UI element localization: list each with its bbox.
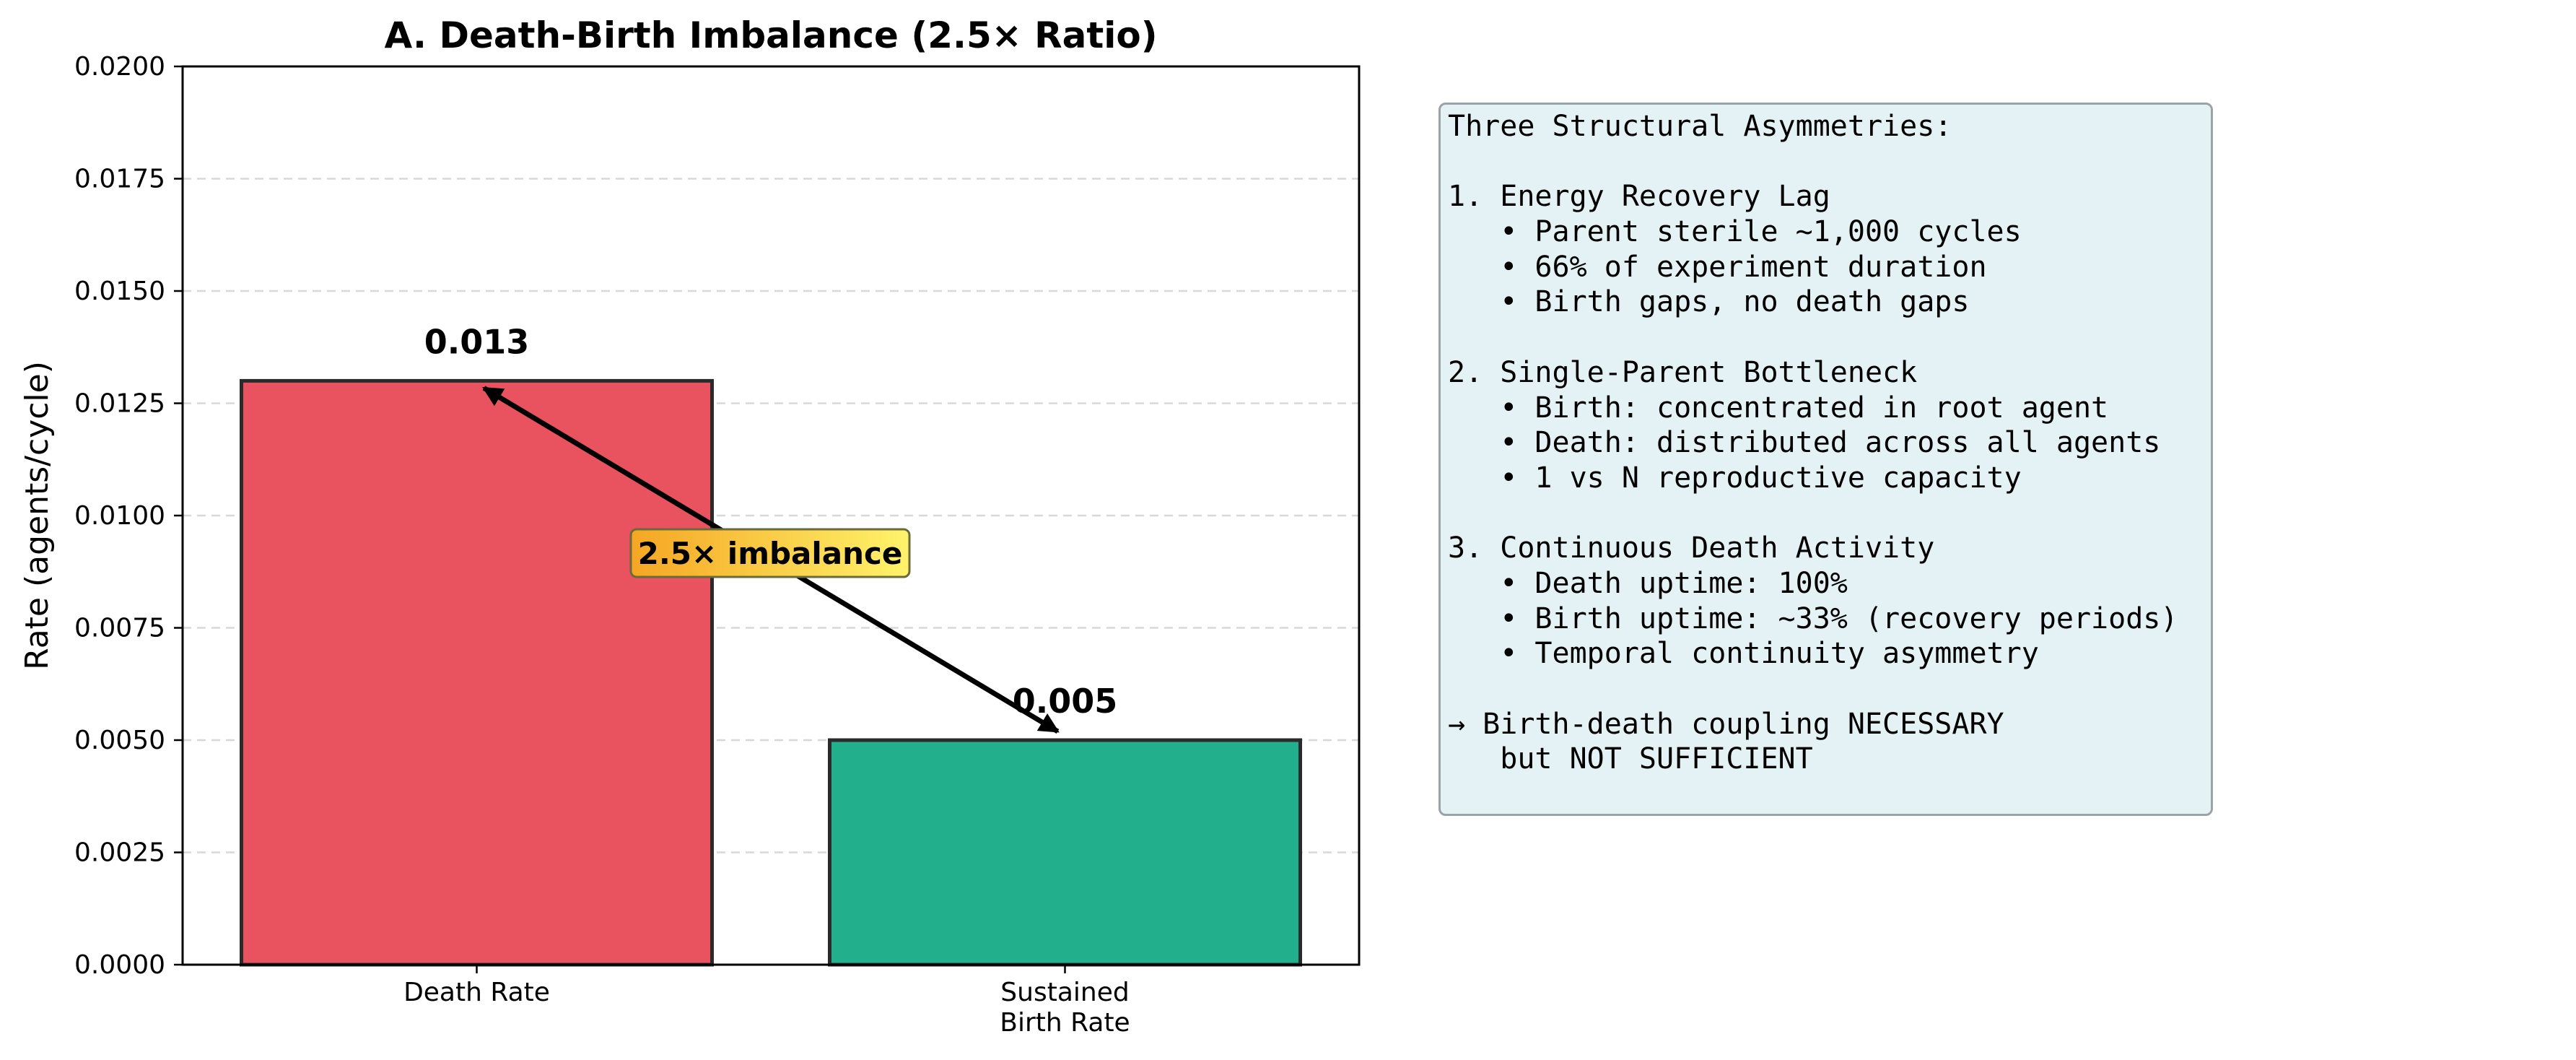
panel-spacer (1448, 320, 2204, 355)
y-tick-label: 0.0150 (74, 277, 165, 306)
axes (174, 65, 1361, 973)
panel-line: • Death uptime: 100% (1448, 566, 1848, 600)
y-axis-title: Rate (agents/cycle) (19, 361, 56, 670)
panel-line: 3. Continuous Death Activity (1448, 531, 1935, 565)
labels: 0.0000 0.0025 0.0050 0.0075 0.0100 0.0125 0.01… (74, 52, 1130, 1038)
x-tick-label: Sustained (1000, 978, 1129, 1007)
panel-line: • Birth uptime: ~33% (recovery periods) (1448, 601, 2178, 635)
bar (240, 378, 714, 967)
y-tick-label: 0.0025 (74, 838, 165, 868)
annotation-box (629, 528, 911, 578)
panel-line: • Temporal continuity asymmetry (1448, 637, 2039, 671)
y-tick-label: 0.0175 (74, 165, 165, 194)
panel-line: • Death: distributed across all agents (1448, 426, 2161, 460)
panel-spacer (1448, 496, 2204, 531)
panel-line: • 66% of experiment duration (1448, 250, 1987, 284)
panel-spacer (1448, 144, 2204, 180)
asymmetries-panel: Three Structural Asymmetries: 1. Energy R… (1438, 103, 2213, 816)
y-tick-label: 0.0100 (74, 501, 165, 531)
chart-title: A. Death-Birth Imbalance (2.5× Ratio) (384, 14, 1157, 56)
panel-spacer (1448, 672, 2204, 707)
panel-line: 1. Energy Recovery Lag (1448, 180, 1830, 214)
annotation-label: 2.5× imbalance (638, 536, 903, 571)
panel-line: • Birth: concentrated in root agent (1448, 391, 2109, 425)
panel-line: • 1 vs N reproductive capacity (1448, 461, 2022, 495)
x-tick-label: Death Rate (403, 978, 550, 1007)
bar-value-label: 0.013 (424, 322, 530, 361)
y-tick-label: 0.0125 (74, 389, 165, 419)
y-tick-label: 0.0050 (74, 726, 165, 755)
imbalance-annotation: 2.5× imbalance (482, 386, 1060, 734)
panel-line: → Birth-death coupling NECESSARY (1448, 707, 2004, 741)
panel-line: • Birth gaps, no death gaps (1448, 285, 1970, 319)
bar (828, 738, 1302, 967)
panel-line: Three Structural Asymmetries: (1448, 110, 1952, 143)
plot-frame (181, 65, 1361, 966)
panel-line: but NOT SUFFICIENT (1448, 742, 1813, 776)
y-tick-label: 0.0200 (74, 52, 165, 82)
panel-line: • Parent sterile ~1,000 cycles (1448, 215, 2022, 249)
x-tick-label: Birth Rate (1000, 1008, 1130, 1038)
y-tick-label: 0.0075 (74, 614, 165, 643)
y-tick-label: 0.0000 (74, 950, 165, 980)
bars (240, 378, 1302, 967)
panel-line: 2. Single-Parent Bottleneck (1448, 355, 1918, 389)
